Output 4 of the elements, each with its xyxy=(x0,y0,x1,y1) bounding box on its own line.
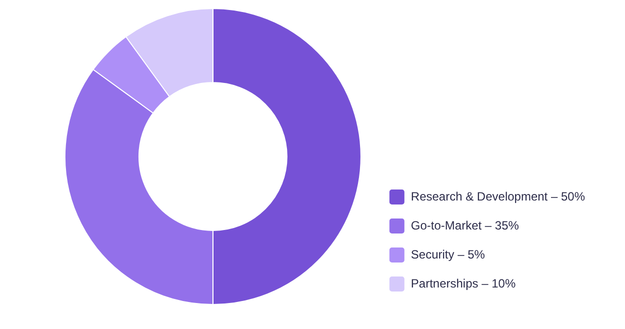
legend-label: Research & Development – 50% xyxy=(410,189,586,204)
legend-label: Partnerships – 10% xyxy=(410,276,516,290)
legend-label: Security – 5% xyxy=(410,247,486,262)
legend-label: Go-to-Market – 35% xyxy=(410,218,520,232)
